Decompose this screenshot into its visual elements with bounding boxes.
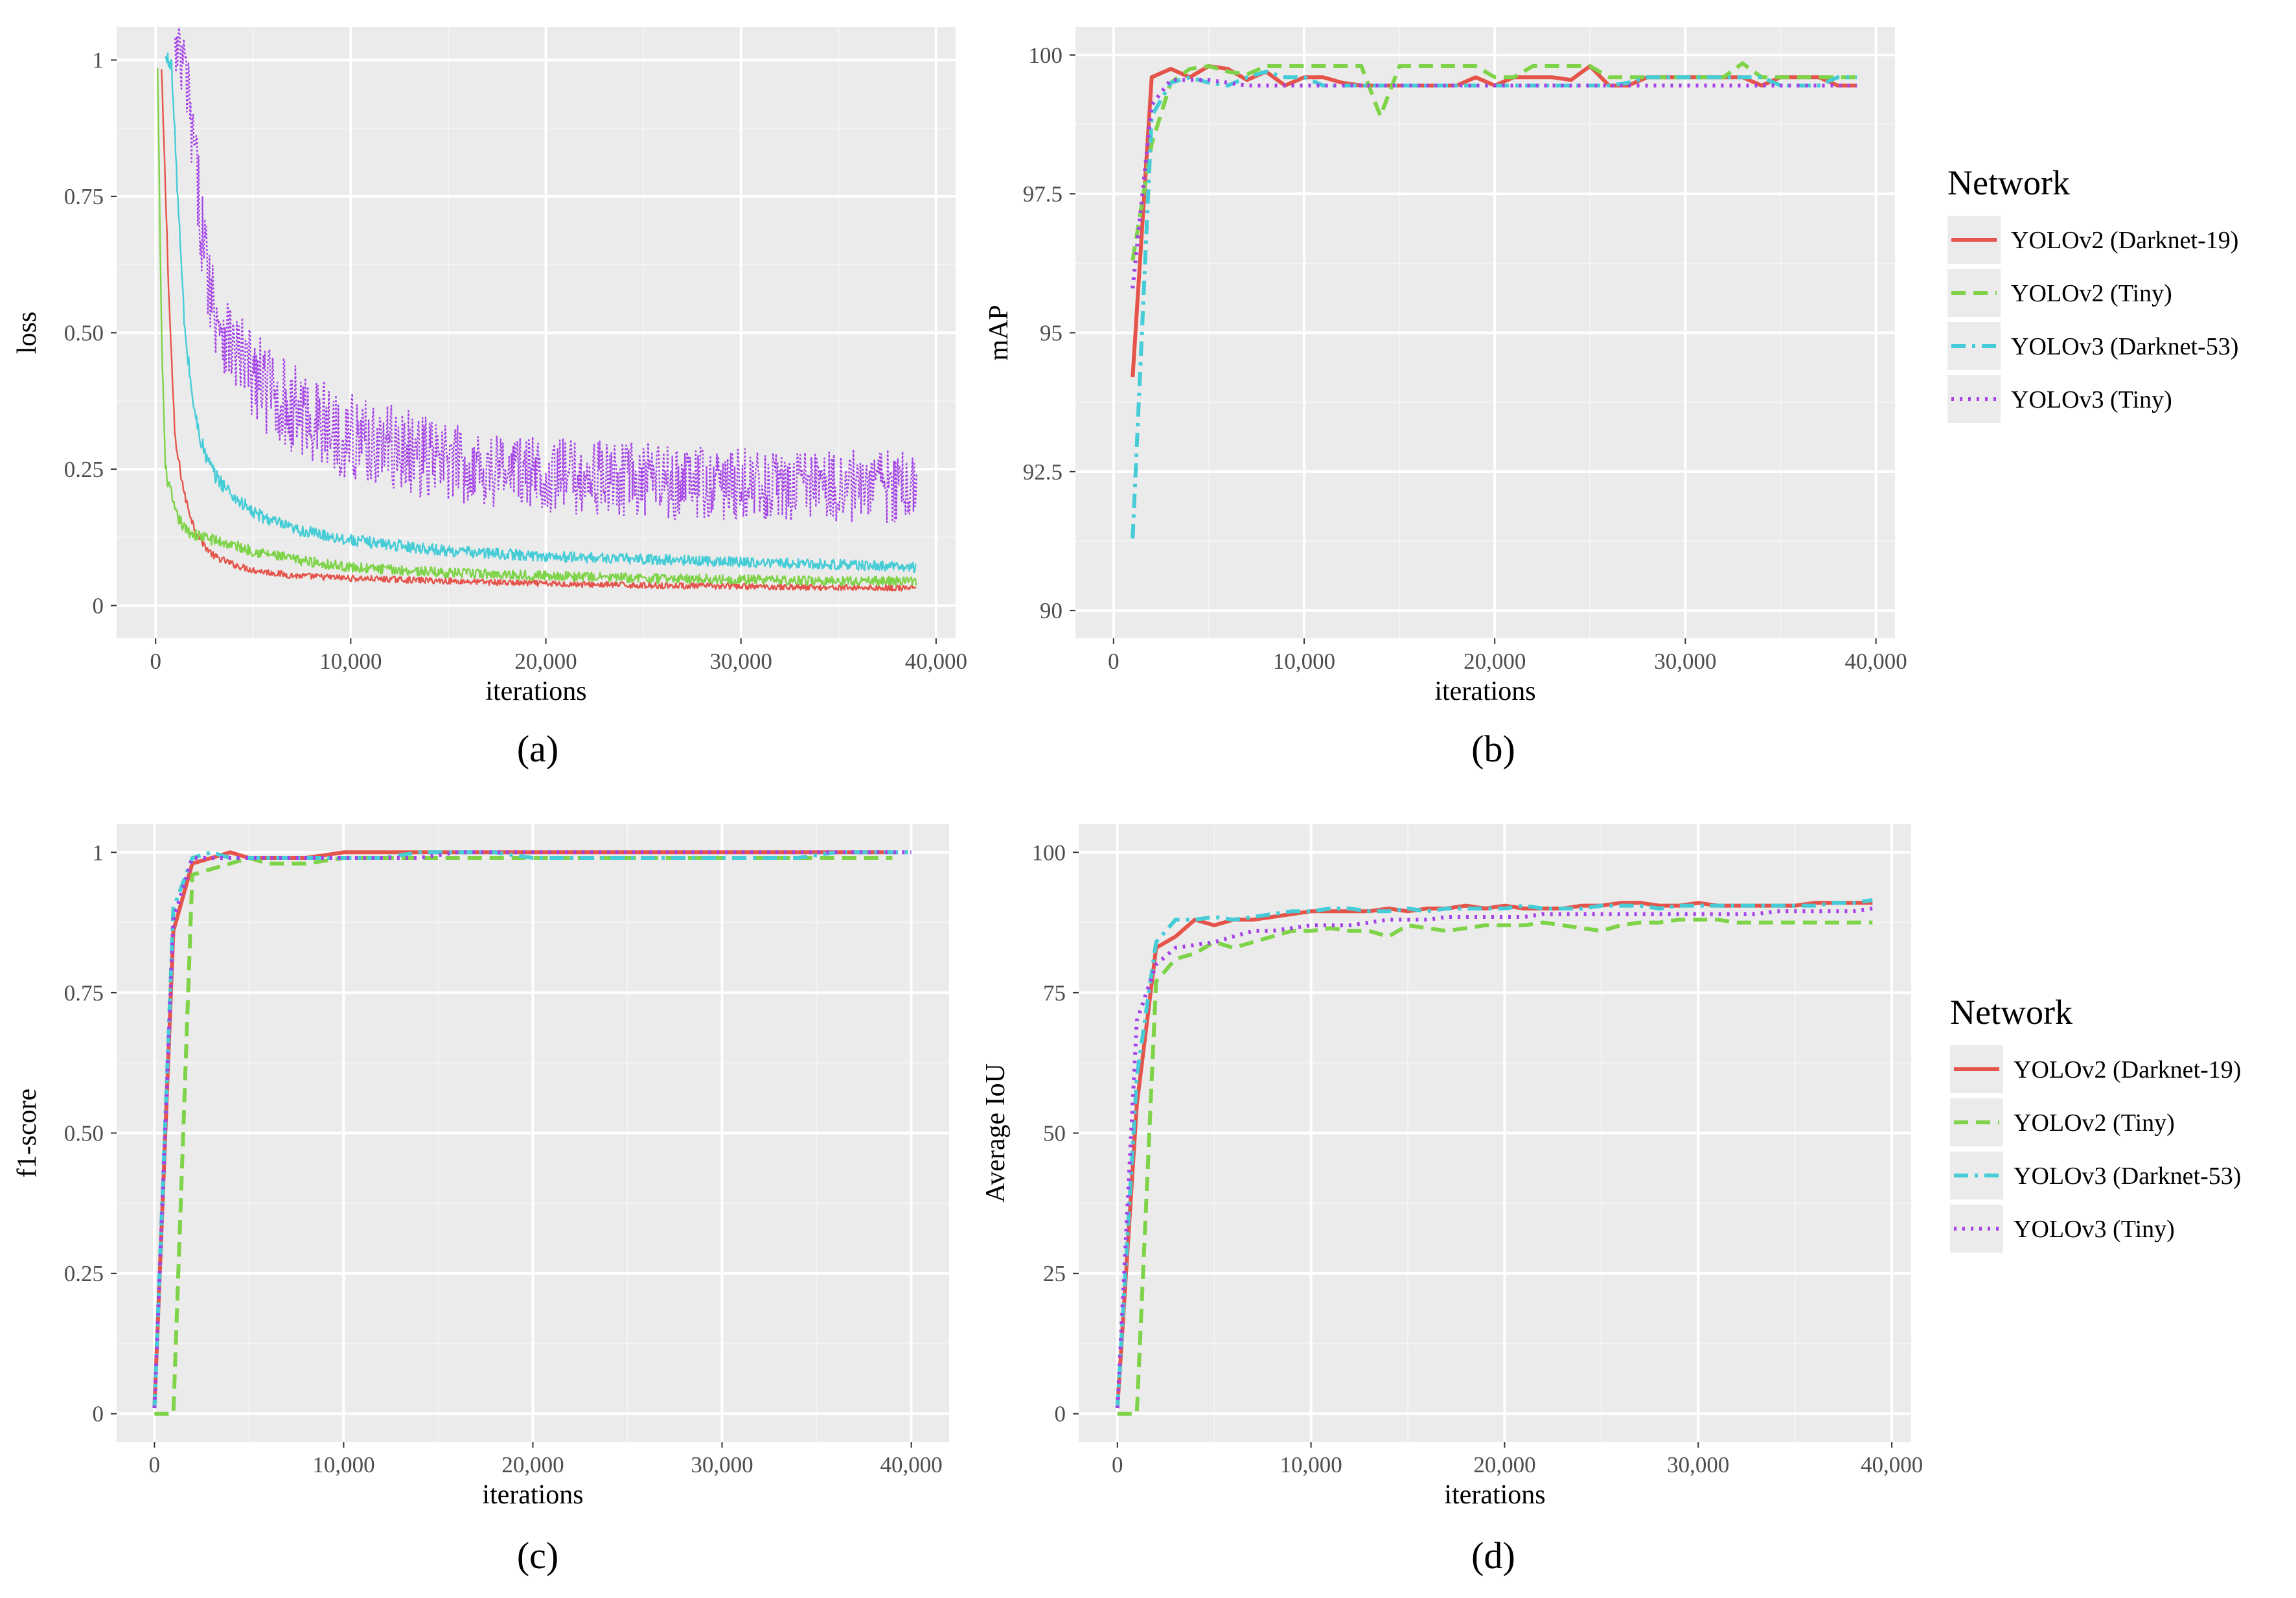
series-line-yolov3-tiny [174,27,917,524]
y-tick-label: 92.5 [1023,459,1062,485]
y-tick-label: 0.50 [64,321,104,346]
x-axis-title: iterations [485,677,586,706]
x-tick-label: 20,000 [1473,1452,1535,1477]
x-tick-label: 40,000 [1861,1452,1923,1477]
y-tick-label: 1 [93,840,104,865]
legend-title: Network [1950,993,2072,1032]
y-tick-label: 0 [1055,1402,1066,1427]
x-tick-label: 40,000 [905,649,967,674]
series-line-yolov2-tiny [1131,61,1857,261]
legend-label: YOLOv2 (Tiny) [2014,1109,2175,1137]
series-line-yolov3-darknet-53 [1115,898,1873,1409]
series-line-yolov3-tiny [1131,78,1857,289]
chart-panel-a: 0 0.25 0.50 0.75 1 0 10,000 20,000 30,000 40,000 i… [12,27,967,770]
legend-top: Network YOLOv2 (Darknet-19) YOLOv2 (Tiny) Y… [1947,163,2238,423]
y-tick-label: 1 [93,48,104,73]
legend-key [1950,1205,2003,1253]
legend-label: YOLOv3 (Darknet-53) [2011,333,2238,360]
x-tick-label: 30,000 [1667,1452,1729,1477]
x-tick-label: 30,000 [691,1452,753,1477]
y-tick-label: 50 [1043,1121,1066,1146]
x-tick-label: 10,000 [319,649,382,674]
y-tick-label: 0.25 [64,1261,104,1286]
legend-bottom: Network YOLOv2 (Darknet-19) YOLOv2 (Tiny) Y… [1950,993,2241,1253]
y-tick-label: 75 [1043,980,1066,1006]
series-line-yolov2-tiny [1117,918,1873,1416]
chart-panel-d: 0 25 50 75 100 0 10,000 20,000 30,000 40,000 itera… [981,824,1923,1577]
x-axis-title: iterations [482,1480,583,1510]
legend-title: Network [1947,163,2070,202]
y-axis-title: mAP [984,305,1014,360]
y-tick-label: 95 [1040,321,1062,346]
chart-panel-b: 90 92.5 95 97.5 100 0 10,000 20,000 30,000 40,000… [984,27,1907,770]
legend-label: YOLOv3 (Darknet-53) [2014,1163,2241,1190]
y-tick-label: 0.50 [64,1121,104,1146]
y-tick-label: 0 [93,1402,104,1427]
x-tick-label: 10,000 [1280,1452,1342,1477]
y-tick-label: 100 [1032,840,1066,865]
x-axis-title: iterations [1434,677,1535,706]
x-tick-label: 20,000 [501,1452,564,1477]
legend-label: YOLOv3 (Tiny) [2011,386,2172,413]
y-tick-label: 0.25 [64,457,104,482]
chart-panel-c: 0 0.25 0.50 0.75 1 0 10,000 20,000 30,000 40,000 i… [12,824,949,1577]
x-tick-label: 0 [1112,1452,1123,1477]
x-tick-label: 40,000 [880,1452,942,1477]
x-tick-label: 10,000 [312,1452,374,1477]
x-tick-label: 20,000 [1464,649,1526,674]
y-tick-label: 25 [1043,1261,1066,1286]
legend-key [1947,375,2001,423]
panel-caption: (c) [517,1534,558,1577]
y-tick-label: 90 [1040,598,1062,623]
x-tick-label: 30,000 [710,649,772,674]
series-line-yolov2-darknet-19 [161,69,917,592]
y-tick-label: 100 [1029,43,1063,68]
x-tick-label: 10,000 [1273,649,1335,674]
series-line-yolov2-tiny [157,67,917,586]
series-line-yolov3-darknet-53 [152,850,912,1409]
y-tick-label: 0.75 [64,980,104,1006]
x-tick-label: 0 [150,649,161,674]
legend-label: YOLOv3 (Tiny) [2014,1216,2175,1243]
legend-label: YOLOv2 (Tiny) [2011,280,2172,307]
y-axis-title: f1-score [12,1089,42,1178]
series-line-yolov3-darknet-53 [165,52,917,573]
x-tick-label: 0 [149,1452,161,1477]
panel-caption: (b) [1471,728,1515,770]
series-line-yolov2-darknet-19 [152,850,893,1409]
y-axis-title: loss [12,312,42,354]
x-tick-label: 40,000 [1844,649,1907,674]
legend-label: YOLOv2 (Darknet-19) [2011,227,2238,254]
y-tick-label: 0 [93,593,104,618]
panel-caption: (a) [517,728,558,770]
x-tick-label: 30,000 [1654,649,1716,674]
panel-caption: (d) [1471,1534,1515,1577]
y-tick-label: 97.5 [1023,181,1062,207]
x-tick-label: 0 [1108,649,1119,674]
y-axis-title: Average IoU [981,1063,1011,1203]
legend-label: YOLOv2 (Darknet-19) [2014,1056,2241,1083]
y-tick-label: 0.75 [64,184,104,209]
x-tick-label: 20,000 [514,649,577,674]
x-axis-title: iterations [1444,1480,1545,1510]
